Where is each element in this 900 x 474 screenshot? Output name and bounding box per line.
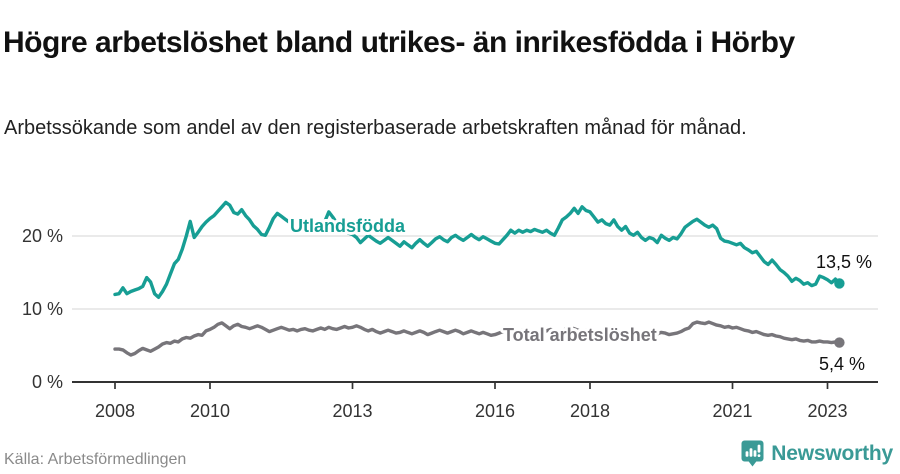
series-line-utlandsfodda (113, 200, 842, 299)
x-tick-label: 2008 (95, 401, 135, 421)
brand-logo: Newsworthy (741, 440, 893, 467)
x-tick-label: 2010 (190, 401, 230, 421)
y-tick-label: 20 % (22, 226, 63, 246)
x-tick-label: 2023 (807, 401, 847, 421)
x-tick-label: 2013 (332, 401, 372, 421)
source-note: Källa: Arbetsförmedlingen (4, 451, 187, 468)
y-tick-label: 10 % (22, 299, 63, 319)
end-dot (834, 278, 845, 289)
page-title: Högre arbetslöshet bland utrikes- än inr… (3, 26, 795, 60)
end-value-label: 13,5 % (816, 252, 872, 272)
y-tick-label: 0 % (32, 372, 63, 392)
newsworthy-bubble-icon (741, 440, 764, 467)
series-line-total (113, 320, 842, 357)
chart-subtitle: Arbetssökande som andel av den registerb… (4, 117, 747, 139)
x-tick-label: 2021 (712, 401, 752, 421)
end-dot (834, 337, 845, 348)
series-label-total: Total arbetslöshet (503, 325, 657, 345)
series-label-utlandsfodda: Utlandsfödda (290, 216, 406, 236)
x-tick-label: 2016 (475, 401, 515, 421)
x-tick-label: 2018 (570, 401, 610, 421)
end-value-label: 5,4 % (819, 354, 865, 374)
brand-name: Newsworthy (771, 441, 893, 465)
